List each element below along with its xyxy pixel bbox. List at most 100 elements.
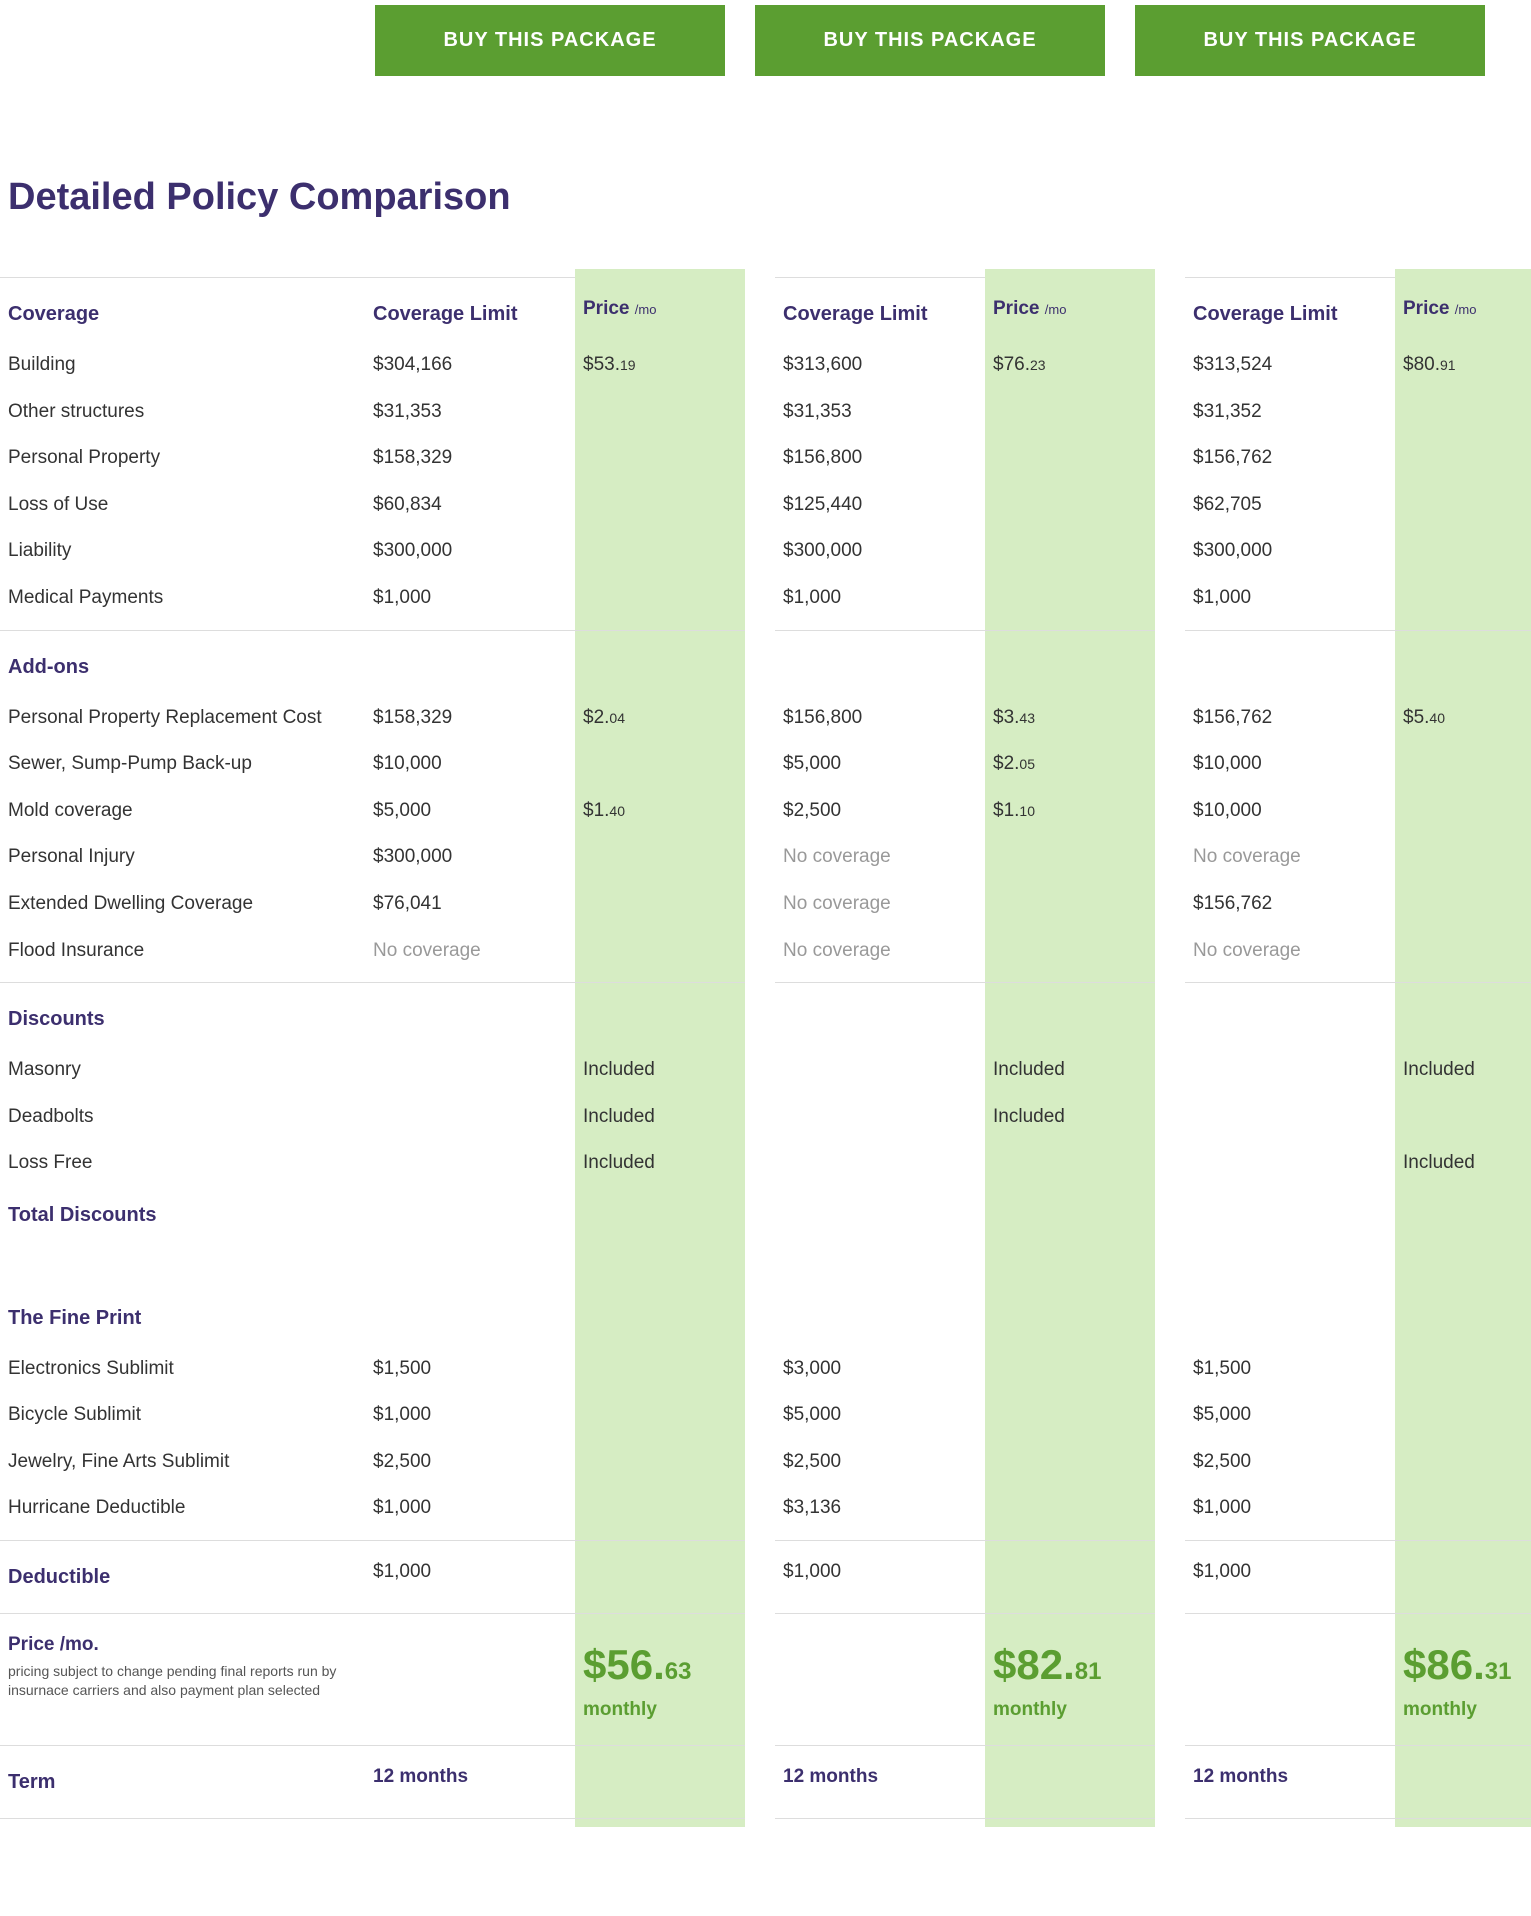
coverage-limit-p2: $125,440 [775,482,985,529]
buy-package-1-button[interactable]: BUY THIS PACKAGE [375,5,725,76]
discount-limit-p1 [365,1047,575,1094]
gap [745,1187,775,1243]
gap [1155,991,1185,1047]
gap [745,991,775,1047]
deductible-price-p3 [1395,1549,1531,1605]
rule-price [575,1737,745,1754]
addon-limit-p1: $10,000 [365,741,575,788]
rule [775,1540,985,1541]
fineprint-label: Bicycle Sublimit [0,1392,365,1439]
term-header: Term [0,1754,365,1810]
discount-val-p2 [985,1140,1155,1187]
coverage-limit-p2: $156,800 [775,435,985,482]
gap [745,834,775,881]
term-val-p3: 12 months [1185,1754,1395,1810]
gap [745,1622,775,1737]
gap [1155,1810,1185,1827]
gap [1155,435,1185,482]
gap [1155,974,1185,991]
gap [1155,286,1185,342]
buy-package-3-button[interactable]: BUY THIS PACKAGE [1135,5,1485,76]
gap [745,528,775,575]
gap [1155,928,1185,975]
blank-price [1395,639,1531,695]
gap [1155,1737,1185,1754]
gap [745,1290,775,1346]
gap [745,1549,775,1605]
gap [1155,788,1185,835]
coverage-limit-p2: $31,353 [775,389,985,436]
addon-price-p3 [1395,928,1531,975]
rule-price [575,1810,745,1827]
coverage-limit-p2: $313,600 [775,342,985,389]
discount-limit-p3 [1185,1094,1395,1141]
rule-price [985,1737,1155,1754]
fineprint-price-p2 [985,1346,1155,1393]
rule [365,1540,575,1541]
blank [365,1187,575,1243]
addon-price-p1: $2.04 [575,695,745,742]
rule [775,277,985,278]
rule-price [985,1605,1155,1622]
fineprint-val-p2: $3,136 [775,1485,985,1532]
blank [365,1243,575,1290]
addon-label: Personal Property Replacement Cost [0,695,365,742]
price-header-2: Price /mo [985,286,1155,342]
rule-price [575,974,745,991]
addon-price-p3 [1395,881,1531,928]
gap [1155,1605,1185,1622]
coverage-label: Medical Payments [0,575,365,622]
fineprint-val-p2: $5,000 [775,1392,985,1439]
discount-label: Deadbolts [0,1094,365,1141]
term-price-p3 [1395,1754,1531,1810]
blank-price [985,639,1155,695]
discounts-header: Discounts [0,991,365,1047]
addon-price-p2 [985,928,1155,975]
blank-price [1395,991,1531,1047]
blank [1185,1290,1395,1346]
gap [745,286,775,342]
addon-limit-p1: $158,329 [365,695,575,742]
coverage-price-p1 [575,482,745,529]
gap [1155,342,1185,389]
discount-val-p1: Included [575,1094,745,1141]
gap [745,1439,775,1486]
deductible-price-p2 [985,1549,1155,1605]
rule [0,982,365,983]
coverage-header: Coverage [0,286,365,342]
total-price-p1: $56.63monthly [575,1622,745,1737]
coverage-price-p2 [985,435,1155,482]
gap [1155,1187,1185,1243]
coverage-price-p3 [1395,528,1531,575]
discount-val-p2: Included [985,1094,1155,1141]
coverage-limit-p1: $60,834 [365,482,575,529]
buy-package-2-button[interactable]: BUY THIS PACKAGE [755,5,1105,76]
coverage-price-p2 [985,575,1155,622]
blank [775,639,985,695]
rule-price [1395,622,1531,639]
fineprint-price-p2 [985,1485,1155,1532]
price-header-3: Price /mo [1395,286,1531,342]
coverage-label: Loss of Use [0,482,365,529]
addon-limit-p3: $156,762 [1185,695,1395,742]
fineprint-price-p1 [575,1346,745,1393]
blank-price [575,639,745,695]
coverage-price-p2 [985,389,1155,436]
gap [745,1810,775,1827]
fineprint-price-p1 [575,1439,745,1486]
coverage-limit-p2: $300,000 [775,528,985,575]
addon-price-p3 [1395,741,1531,788]
fineprint-label: Hurricane Deductible [0,1485,365,1532]
gap [1155,1622,1185,1737]
addon-limit-p3: No coverage [1185,928,1395,975]
gap [745,1754,775,1810]
term-val-p2: 12 months [775,1754,985,1810]
coverage-price-p1: $53.19 [575,342,745,389]
coverage-label: Other structures [0,389,365,436]
fineprint-price-p3 [1395,1439,1531,1486]
spacer [0,1243,365,1290]
rule [775,630,985,631]
gap [1155,1346,1185,1393]
gap [1155,1532,1185,1549]
rule-price [575,1605,745,1622]
